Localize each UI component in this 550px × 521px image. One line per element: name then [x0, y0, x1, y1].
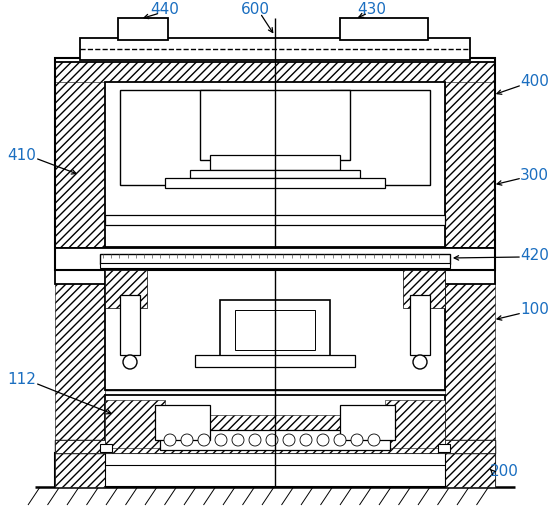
- Circle shape: [232, 434, 244, 446]
- Bar: [100, 263, 450, 268]
- Bar: [445, 270, 495, 453]
- Text: 100: 100: [520, 303, 549, 317]
- Bar: [445, 440, 495, 453]
- Bar: [55, 248, 495, 262]
- Text: 440: 440: [151, 3, 179, 18]
- Bar: [120, 90, 220, 185]
- Text: 112: 112: [8, 373, 36, 388]
- Text: 300: 300: [520, 167, 549, 182]
- Text: 410: 410: [8, 147, 36, 163]
- Bar: [190, 170, 360, 178]
- Circle shape: [198, 434, 210, 446]
- Bar: [410, 295, 430, 355]
- Bar: [340, 405, 395, 440]
- Circle shape: [123, 355, 137, 369]
- Bar: [195, 355, 355, 367]
- Circle shape: [181, 434, 193, 446]
- Bar: [445, 453, 495, 487]
- Bar: [165, 415, 385, 435]
- Circle shape: [266, 434, 278, 446]
- Bar: [385, 400, 445, 448]
- Circle shape: [215, 434, 227, 446]
- Bar: [100, 444, 112, 452]
- Bar: [80, 38, 470, 60]
- Circle shape: [334, 434, 346, 446]
- Text: 600: 600: [240, 3, 270, 18]
- Bar: [100, 254, 450, 264]
- Bar: [118, 18, 168, 40]
- Bar: [340, 18, 428, 40]
- Circle shape: [164, 434, 176, 446]
- Bar: [55, 58, 495, 270]
- Bar: [165, 178, 385, 188]
- Bar: [445, 60, 495, 270]
- Bar: [403, 270, 445, 308]
- Bar: [105, 400, 165, 448]
- Bar: [55, 270, 495, 284]
- Bar: [55, 453, 495, 487]
- Text: 400: 400: [520, 75, 549, 90]
- Bar: [210, 155, 340, 170]
- Bar: [330, 90, 430, 185]
- Circle shape: [249, 434, 261, 446]
- Bar: [55, 440, 105, 453]
- Bar: [55, 270, 105, 453]
- Text: 430: 430: [358, 3, 387, 18]
- Bar: [438, 444, 450, 452]
- Bar: [200, 90, 350, 160]
- Bar: [445, 440, 495, 453]
- Circle shape: [368, 434, 380, 446]
- Text: 420: 420: [520, 247, 549, 263]
- Bar: [105, 270, 445, 390]
- Bar: [55, 440, 105, 453]
- Bar: [55, 60, 495, 82]
- Bar: [155, 405, 210, 440]
- Circle shape: [317, 434, 329, 446]
- Bar: [105, 270, 147, 308]
- Bar: [105, 82, 445, 247]
- Bar: [55, 248, 495, 270]
- Bar: [105, 215, 445, 225]
- Bar: [220, 300, 330, 360]
- Circle shape: [351, 434, 363, 446]
- Bar: [105, 435, 445, 453]
- Bar: [55, 58, 495, 62]
- Bar: [235, 310, 315, 350]
- Bar: [160, 430, 390, 450]
- Circle shape: [300, 434, 312, 446]
- Text: 200: 200: [490, 465, 519, 479]
- Circle shape: [283, 434, 295, 446]
- Bar: [120, 295, 140, 355]
- Bar: [55, 453, 105, 487]
- Circle shape: [413, 355, 427, 369]
- Bar: [55, 60, 105, 270]
- Bar: [105, 395, 445, 453]
